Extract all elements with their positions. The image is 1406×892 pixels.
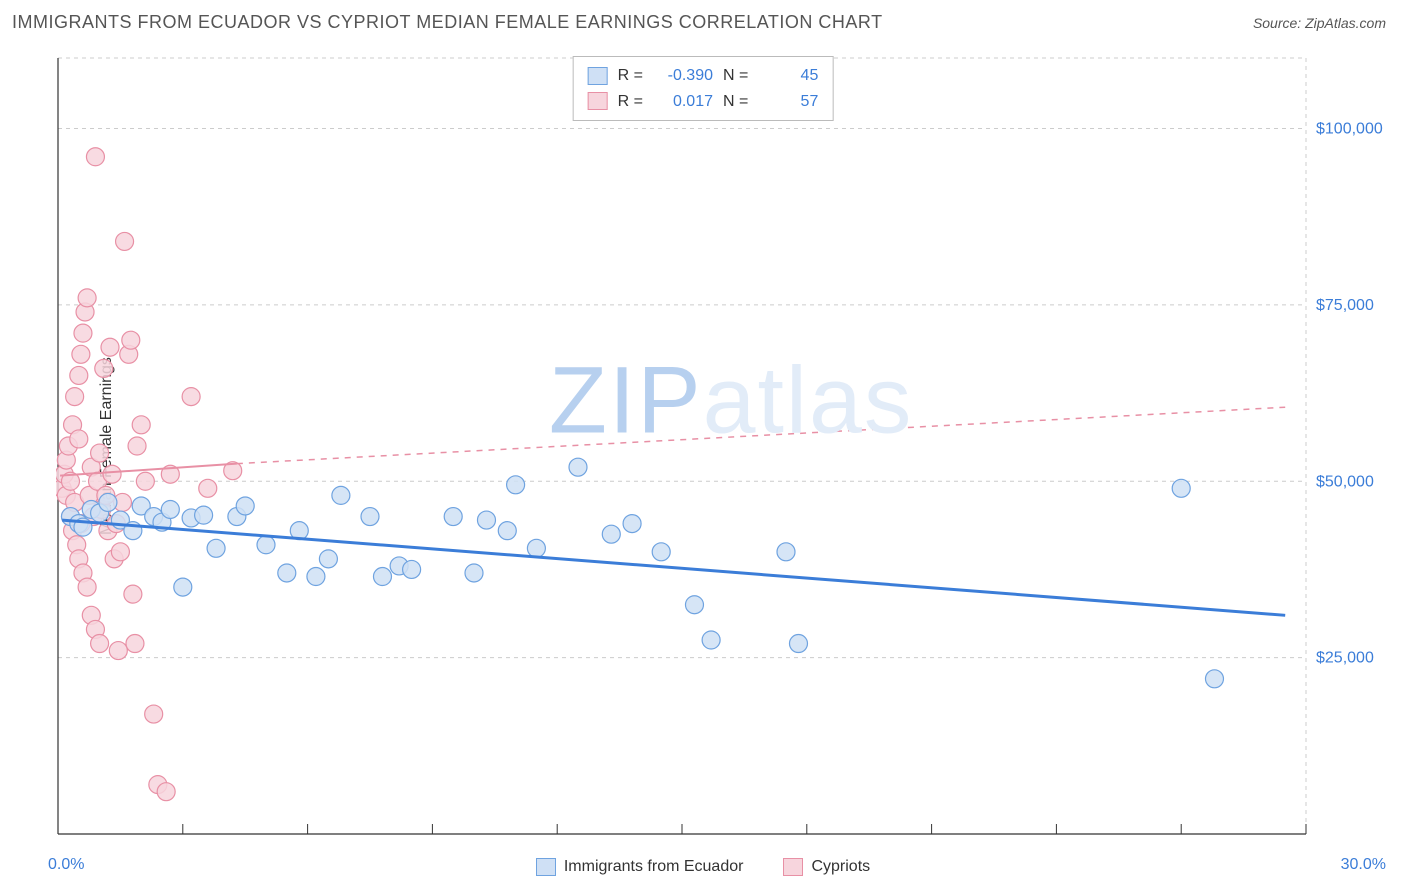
scatter-plot: $25,000 $50,000 $75,000 $100,000 xyxy=(56,50,1386,842)
svg-text:$75,000: $75,000 xyxy=(1316,297,1374,314)
chart-header: IMMIGRANTS FROM ECUADOR VS CYPRIOT MEDIA… xyxy=(0,0,1406,41)
svg-text:$100,000: $100,000 xyxy=(1316,121,1383,138)
svg-text:$25,000: $25,000 xyxy=(1316,650,1374,667)
swatch-cypriots xyxy=(588,92,608,110)
r-value-ecuador: -0.390 xyxy=(653,63,713,89)
legend-row-cypriots: R = 0.017 N = 57 xyxy=(588,89,819,115)
n-value-cypriots: 57 xyxy=(758,89,818,115)
correlation-legend: R = -0.390 N = 45 R = 0.017 N = 57 xyxy=(573,56,834,121)
chart-title: IMMIGRANTS FROM ECUADOR VS CYPRIOT MEDIA… xyxy=(12,12,883,33)
x-min-label: 0.0% xyxy=(48,856,84,874)
x-axis-labels: 0.0% 30.0% xyxy=(48,856,1386,874)
svg-text:$50,000: $50,000 xyxy=(1316,473,1374,490)
source-attribution: Source: ZipAtlas.com xyxy=(1253,15,1386,31)
chart-area: Median Female Earnings $25,000$50,000$75… xyxy=(48,50,1386,842)
n-value-ecuador: 45 xyxy=(758,63,818,89)
x-max-label: 30.0% xyxy=(1341,856,1386,874)
legend-row-ecuador: R = -0.390 N = 45 xyxy=(588,63,819,89)
r-value-cypriots: 0.017 xyxy=(653,89,713,115)
swatch-ecuador xyxy=(588,67,608,85)
